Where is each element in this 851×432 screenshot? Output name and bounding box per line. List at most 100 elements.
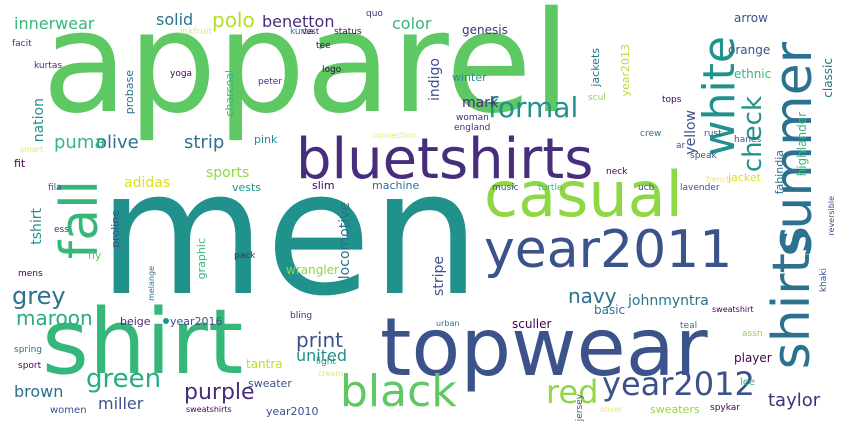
word-reversible: reversible — [827, 196, 836, 236]
word-charcoal: charcoal — [223, 70, 236, 117]
word-red: red — [546, 373, 599, 411]
word-vests: vests — [232, 181, 262, 194]
word-fall: fall — [50, 180, 110, 260]
word-polo: polo — [212, 8, 255, 32]
word-urban: urban — [436, 319, 460, 328]
word-french: french — [706, 175, 732, 184]
word-fly: fly — [88, 249, 102, 262]
word-genesis: genesis — [462, 23, 508, 37]
word-oliver: oliver — [600, 405, 623, 414]
word-woman: woman — [456, 113, 489, 123]
word-beige: beige — [120, 315, 151, 328]
word-sculler: sculler — [512, 317, 552, 331]
word-shirt: shirt — [42, 290, 244, 395]
word-spring: spring — [14, 345, 43, 355]
word-fila: fila — [48, 183, 62, 193]
word-navy: navy — [568, 284, 617, 308]
word-status: status — [334, 27, 362, 37]
word-women: women — [50, 405, 87, 416]
word-jersey: jersey — [575, 394, 585, 422]
word-crew: crew — [640, 129, 662, 139]
word-music: music — [492, 183, 519, 193]
word-stripe: stripe — [431, 256, 447, 296]
word-tantra: tantra — [246, 357, 283, 371]
word-mark: mark — [462, 95, 499, 111]
word-brown: brown — [14, 382, 64, 401]
word-teal: teal — [680, 321, 698, 331]
word-player: player — [734, 351, 772, 365]
word-assn: assn — [742, 329, 763, 339]
word-pink: pink — [254, 133, 278, 146]
word-rust: rust — [704, 129, 722, 139]
word-sweaters: sweaters — [650, 403, 700, 416]
word-probase: probase — [123, 70, 136, 115]
word-pack: pack — [234, 251, 256, 261]
word-fit: fit — [14, 157, 26, 170]
word-mens: mens — [18, 269, 43, 279]
word-smart: smart — [20, 145, 44, 154]
word-turtle: turtle — [538, 183, 563, 193]
word-quo: quo — [366, 9, 383, 19]
word-men: men — [98, 133, 481, 334]
word-taylor: taylor — [768, 390, 821, 411]
word-highlander: highlander — [795, 112, 809, 177]
word-tops: tops — [662, 95, 682, 105]
word-topwear: topwear — [380, 301, 708, 394]
word-sweatshirts: sweatshirts — [186, 405, 232, 414]
word-vest: vest — [302, 27, 319, 36]
word-solid: solid — [156, 10, 194, 29]
word-year2013: year2013 — [619, 44, 632, 97]
word-machine: machine — [372, 179, 420, 192]
word-light: light — [316, 357, 336, 367]
word-color: color — [392, 14, 432, 33]
word-sport: sport — [18, 361, 42, 371]
word-apparel: apparel — [42, 0, 571, 145]
word-sports: sports — [206, 165, 250, 181]
word-sweatshirt: sweatshirt — [712, 305, 754, 314]
word-casual: casual — [484, 158, 683, 231]
dot-marker — [163, 318, 169, 324]
word-year2011: year2011 — [484, 220, 733, 280]
word-kurta: kurta — [290, 27, 314, 37]
word-united: united — [296, 346, 347, 365]
word-tee: tee — [316, 41, 331, 51]
word-kurtas: kurtas — [34, 61, 63, 71]
word-adidas: adidas — [124, 175, 171, 191]
word-bling: bling — [290, 311, 313, 321]
word-melange: melange — [147, 266, 156, 301]
word-speak: speak — [690, 151, 717, 161]
word-johnmyntra: johnmyntra — [628, 293, 709, 309]
word-benetton: benetton — [262, 12, 335, 31]
word-nation: nation — [31, 98, 47, 143]
word-slim: slim — [312, 179, 335, 192]
word-grey: grey — [12, 282, 66, 310]
word-classic: classic — [821, 58, 835, 98]
word-ar: ar — [676, 141, 686, 151]
word-facit: facit — [12, 39, 32, 49]
word-jacket: jacket — [728, 171, 761, 184]
word-england: england — [454, 123, 491, 133]
word-innerwear: innerwear — [14, 14, 95, 33]
word-indigo: indigo — [427, 58, 443, 101]
word-year2010: year2010 — [266, 405, 319, 418]
word-hanes: hanes — [734, 135, 762, 145]
word-lee: lee — [740, 377, 756, 388]
word-jackets: jackets — [589, 48, 602, 87]
word-maroon: maroon — [16, 306, 93, 330]
word-ucb: ucb — [638, 183, 655, 193]
word-proline: proline — [109, 210, 122, 248]
word-ethnic: ethnic — [734, 67, 772, 81]
word-khaki: khaki — [819, 268, 829, 293]
word-print: print — [296, 328, 343, 352]
word-olive: olive — [96, 132, 139, 153]
word-yellow: yellow — [683, 110, 699, 155]
word-purple: purple — [184, 380, 255, 405]
word-ess: ess — [54, 225, 69, 235]
word-fabindia: fabindia — [773, 150, 786, 195]
word-yoga: yoga — [170, 69, 193, 79]
word-lavender: lavender — [680, 183, 720, 193]
word-year2016: year2016 — [170, 315, 223, 328]
word-tshirt: tshirt — [29, 208, 45, 245]
word-miller: miller — [98, 394, 144, 413]
